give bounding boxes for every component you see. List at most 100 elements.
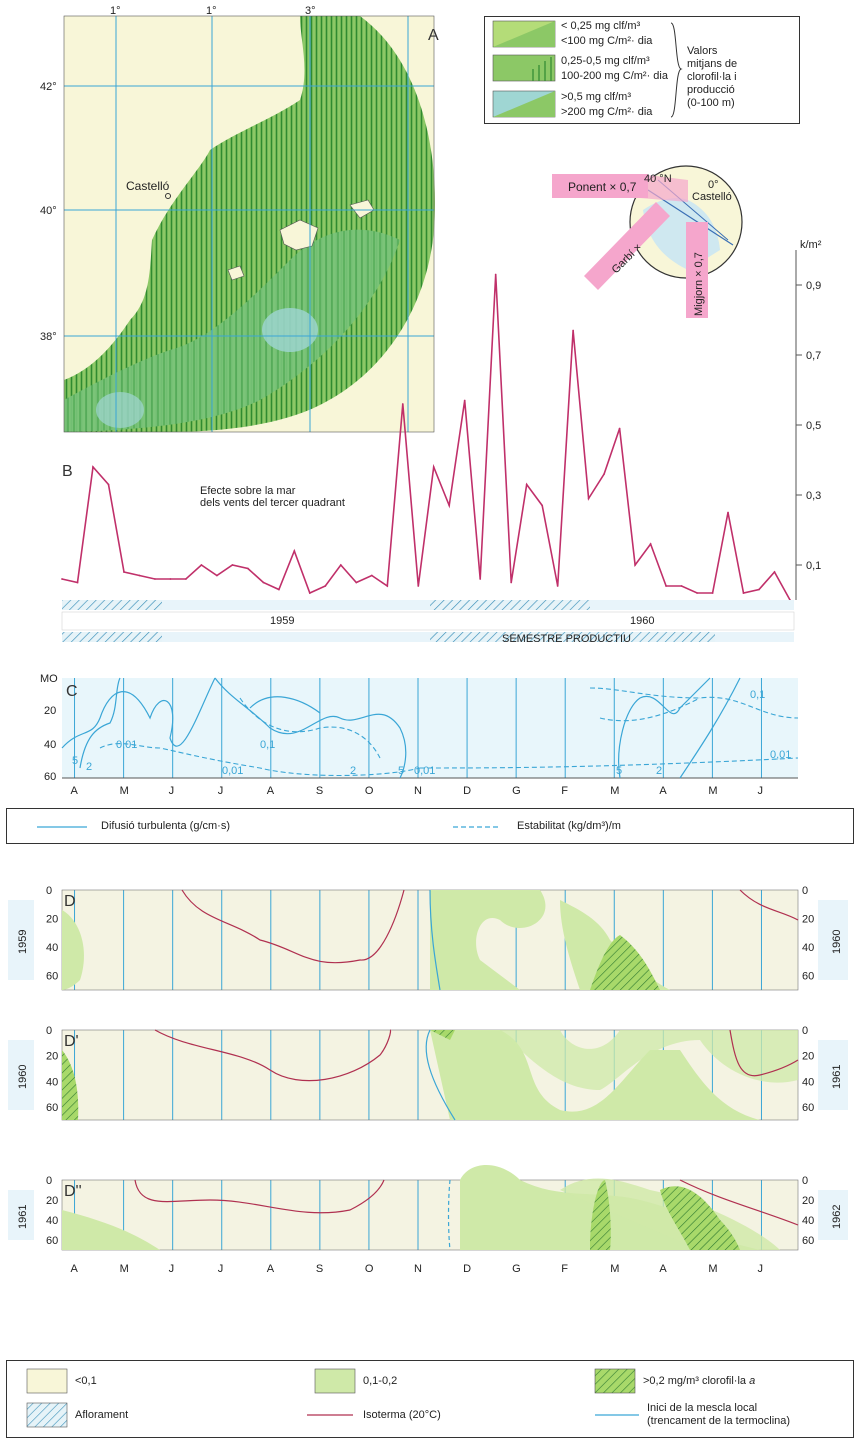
d-ylabel-left: 0 — [46, 1175, 52, 1187]
data-point — [76, 581, 79, 584]
wind-inset: Ponent × 0,7 Garbí × Migjorn × 0,7 40 °N… — [552, 165, 743, 318]
d-ylabel-left: 0 — [46, 885, 52, 897]
panel-d-legend: <0,1 0,1-0,2 >0,2 mg/m³ clorofil·la a Af… — [6, 1360, 854, 1438]
d-ylabel-right: 20 — [802, 914, 814, 926]
isotherm-d — [181, 889, 405, 964]
c-month-label: A — [267, 785, 275, 797]
y-tick-label: 0,7 — [806, 350, 821, 362]
row-label: D'' — [64, 1183, 82, 1200]
d-ylabel-right: 20 — [802, 1195, 814, 1207]
data-point — [696, 592, 698, 594]
panel-b-label: B — [62, 463, 73, 480]
y-tick-label: 0,3 — [806, 490, 821, 502]
data-point — [417, 585, 420, 587]
row-d2-content — [62, 1029, 799, 1121]
data-point — [541, 504, 544, 507]
row-year-right: 1961 — [831, 1065, 843, 1089]
legend-mescla-1: Inici de la mescla local — [647, 1402, 758, 1414]
d-ylabel-left: 20 — [46, 1051, 58, 1063]
data-point — [262, 581, 265, 584]
data-point — [123, 571, 125, 573]
data-point — [246, 567, 249, 570]
d-month-label: J — [218, 1263, 224, 1275]
d-month-label: A — [267, 1263, 275, 1275]
lon-label-3: 3° — [305, 5, 316, 17]
data-point — [200, 564, 203, 566]
d-ylabel-left: 60 — [46, 971, 58, 983]
data-point — [61, 578, 63, 580]
inset-city: Castelló — [692, 191, 732, 203]
c-month-label: A — [71, 785, 79, 797]
d-ylabel-left: 20 — [46, 914, 58, 926]
data-point — [138, 574, 141, 577]
data-point — [355, 581, 358, 584]
row-year-right: 1960 — [831, 930, 843, 954]
upwelling-bar-1959 — [62, 600, 162, 610]
wind-migjorn: Migjorn × 0,7 — [693, 252, 705, 316]
d-ylabel-right: 0 — [802, 1025, 808, 1037]
row-year-left: 1961 — [17, 1205, 29, 1229]
d-month-label: M — [708, 1263, 717, 1275]
castello-label: Castelló — [126, 179, 170, 193]
data-point — [603, 473, 606, 475]
map-grid — [64, 16, 434, 432]
annotation-line-2: dels vents del tercer quadrant — [200, 497, 345, 509]
mixing-line-d — [429, 889, 441, 991]
legend-swatch-mid — [492, 54, 556, 82]
c-month-label: A — [659, 785, 667, 797]
panel-b-chart: 0,9 0,7 0,5 0,3 0,1 k/m² B Efecte sobre la m… — [61, 239, 822, 601]
legend-swatch-mid-chl — [314, 1368, 356, 1394]
data-point — [107, 483, 110, 486]
c-label-12: 0,01 — [770, 749, 791, 761]
data-point — [401, 403, 404, 405]
d-ylabel-left: 20 — [46, 1195, 58, 1207]
data-point — [479, 578, 482, 580]
c-label-11: 0,1 — [750, 689, 765, 701]
legend-high-2: >200 mg C/m²· dia — [561, 106, 653, 118]
data-point — [463, 399, 466, 402]
data-point — [618, 427, 621, 430]
d-ylabel-right: 60 — [802, 1102, 814, 1114]
c-label-1: 5 — [72, 755, 78, 767]
row-year-left: 1960 — [17, 1065, 29, 1089]
stability-lines — [99, 687, 799, 777]
data-point — [711, 592, 714, 594]
c-label-2: 2 — [86, 761, 92, 773]
c-label-8: 0,01 — [414, 765, 435, 777]
upwelling-bar-1960 — [430, 600, 590, 610]
row-year-left: 1959 — [17, 930, 29, 954]
row-d3-content — [62, 1165, 799, 1251]
castello-dot — [165, 193, 171, 199]
year-1960: 1960 — [630, 615, 654, 627]
data-point — [572, 329, 575, 332]
d-ylabel-left: 60 — [46, 1235, 58, 1247]
data-point — [727, 511, 729, 514]
d-month-label: J — [757, 1263, 763, 1275]
lon-label-1: 1° — [110, 5, 121, 17]
y-tick-label: 0,1 — [806, 560, 821, 572]
mallorca-island — [279, 219, 319, 251]
d-month-label: O — [365, 1263, 374, 1275]
panel-a-label: A — [428, 27, 439, 44]
row-year-right: 1962 — [831, 1205, 843, 1229]
legend-isotherm: Isoterma (20°C) — [363, 1409, 441, 1421]
c-ylabel-20: 20 — [44, 705, 56, 717]
inset-lat: 40 °N — [644, 173, 672, 185]
data-point — [324, 585, 327, 587]
d-ylabel-left: 40 — [46, 942, 58, 954]
c-month-label: D — [463, 785, 471, 797]
legend-swatch-aflorament — [26, 1402, 68, 1428]
c-month-label: J — [218, 785, 224, 797]
d-ylabel-right: 40 — [802, 942, 814, 954]
d-ylabel-left: 40 — [46, 1076, 58, 1088]
isotherm-d2 — [154, 1029, 392, 1082]
data-point — [293, 550, 296, 552]
d-month-label: M — [120, 1263, 129, 1275]
semester-bar — [430, 632, 715, 642]
series-line — [61, 274, 791, 601]
d-ylabel-right: 40 — [802, 1215, 814, 1227]
data-point — [773, 571, 776, 573]
c-month-label: S — [316, 785, 323, 797]
c-label-9: 5 — [616, 765, 622, 777]
data-point — [680, 585, 683, 587]
